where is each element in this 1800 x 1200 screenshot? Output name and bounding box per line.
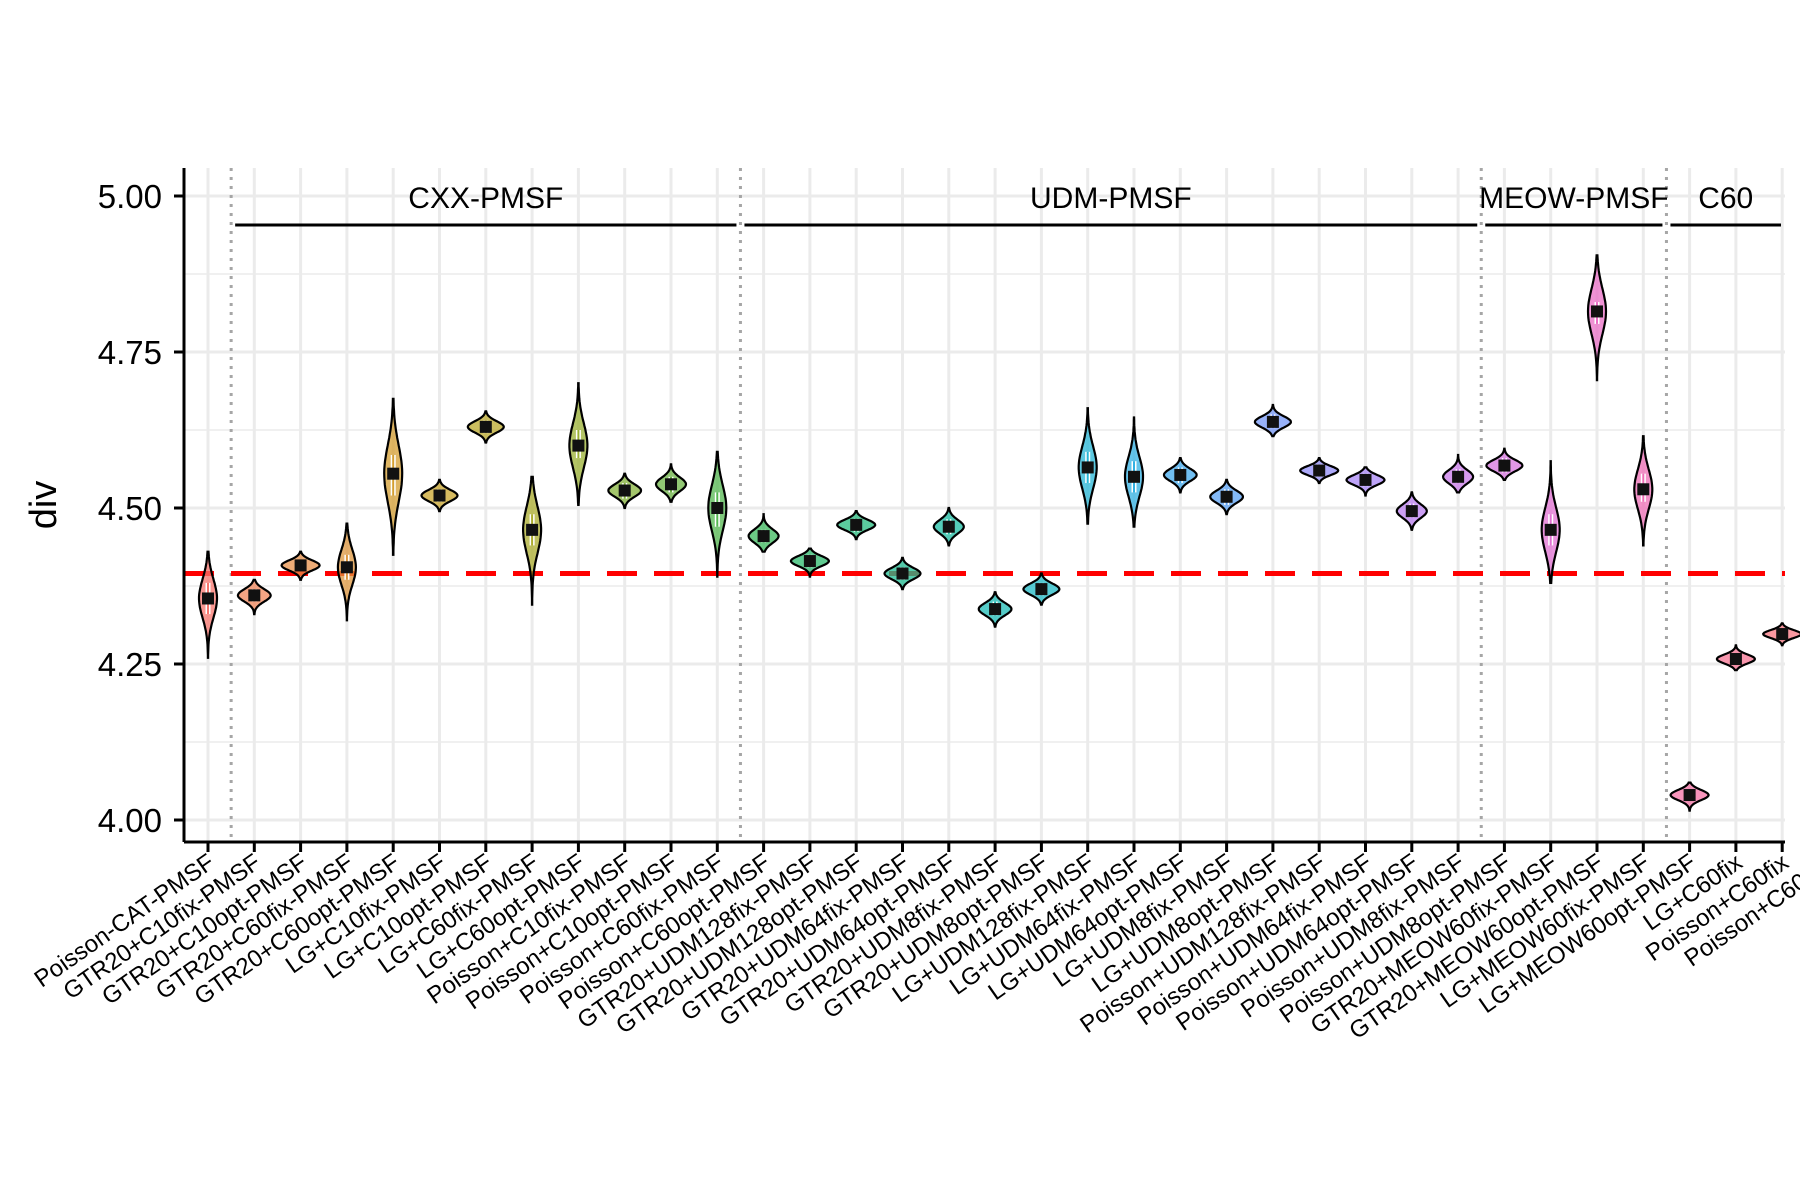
violin (420, 478, 459, 513)
y-tick-label: 4.25 (98, 646, 162, 683)
violin-median (1683, 789, 1696, 802)
violin-median (1405, 505, 1418, 518)
violin-median (1776, 628, 1789, 641)
violin (747, 513, 780, 553)
violin (1762, 622, 1800, 647)
violins (197, 254, 1800, 812)
violin-median (1266, 415, 1279, 428)
violin (932, 506, 965, 547)
y-tick-label: 4.00 (98, 802, 162, 839)
violin-median (1220, 490, 1233, 503)
violin-median (202, 592, 214, 605)
violin (1441, 453, 1475, 494)
y-ticks: 4.00 4.25 4.50 4.75 5.00 (98, 178, 184, 839)
violin-median (850, 518, 863, 531)
violin (789, 547, 831, 578)
violin-median (479, 420, 492, 433)
violin (568, 382, 589, 506)
violin (1715, 644, 1757, 672)
violin (654, 463, 688, 503)
axes (182, 168, 1785, 844)
violin (1123, 416, 1145, 528)
violin-median (340, 561, 353, 574)
violin (1485, 447, 1524, 481)
grid (184, 168, 1785, 842)
y-axis-label: div (23, 481, 65, 530)
violin-median (757, 530, 770, 543)
violin-median (989, 603, 1002, 616)
violin-median (1498, 459, 1511, 472)
violin (1253, 403, 1293, 438)
violin-median (1313, 464, 1326, 477)
violin (977, 591, 1013, 628)
violin (336, 522, 358, 622)
violin (707, 450, 728, 578)
violin-median (618, 484, 631, 497)
violin (607, 472, 643, 510)
violin-median (387, 467, 400, 480)
group-label: C60 (1698, 182, 1753, 215)
violin-median (665, 478, 677, 491)
violin-median (1452, 470, 1465, 483)
violin (236, 578, 272, 616)
violin (883, 556, 922, 591)
violin-median (433, 489, 446, 502)
violin-median (1174, 468, 1187, 481)
violin-median (1591, 305, 1603, 318)
violin (1633, 435, 1654, 547)
violin-median (1035, 583, 1048, 596)
violin (1669, 781, 1710, 812)
x-ticks: Poisson-CAT-PMSFGTR20+C10fix-PMSFGTR20+C… (30, 842, 1800, 1045)
violin-median (1081, 461, 1094, 474)
violin (1540, 460, 1561, 584)
violin (280, 550, 321, 581)
violin-median (1637, 483, 1650, 496)
violin (1299, 457, 1340, 485)
violin-median (248, 589, 261, 602)
violin-median (803, 555, 816, 568)
violin-median (1544, 523, 1557, 536)
violin (466, 410, 505, 444)
violin (383, 397, 404, 556)
violin (1077, 407, 1098, 525)
violin (836, 510, 877, 541)
violin (522, 475, 543, 606)
y-tick-label: 4.75 (98, 334, 162, 371)
violin (1022, 572, 1061, 606)
violin-median (526, 523, 539, 536)
violin (1209, 478, 1244, 516)
violin (1586, 254, 1608, 382)
violin-median (942, 520, 955, 533)
group-label: CXX-PMSF (408, 182, 563, 215)
violin (197, 550, 219, 659)
y-tick-label: 5.00 (98, 178, 162, 215)
violin-median (294, 559, 307, 572)
violin-median (896, 567, 909, 580)
violin-median (572, 439, 585, 452)
violin (1345, 466, 1386, 497)
violin (1395, 491, 1428, 531)
group-label: MEOW-PMSF (1479, 182, 1668, 215)
violin-median (711, 502, 724, 514)
violin-median (1729, 653, 1742, 666)
group-label: UDM-PMSF (1030, 182, 1192, 215)
y-tick-label: 4.50 (98, 490, 162, 527)
violin-median (1359, 473, 1372, 486)
violin-median (1128, 470, 1140, 483)
violin (1162, 457, 1198, 494)
group-annotations: CXX-PMSF UDM-PMSF MEOW-PMSF C60 (235, 182, 1781, 227)
